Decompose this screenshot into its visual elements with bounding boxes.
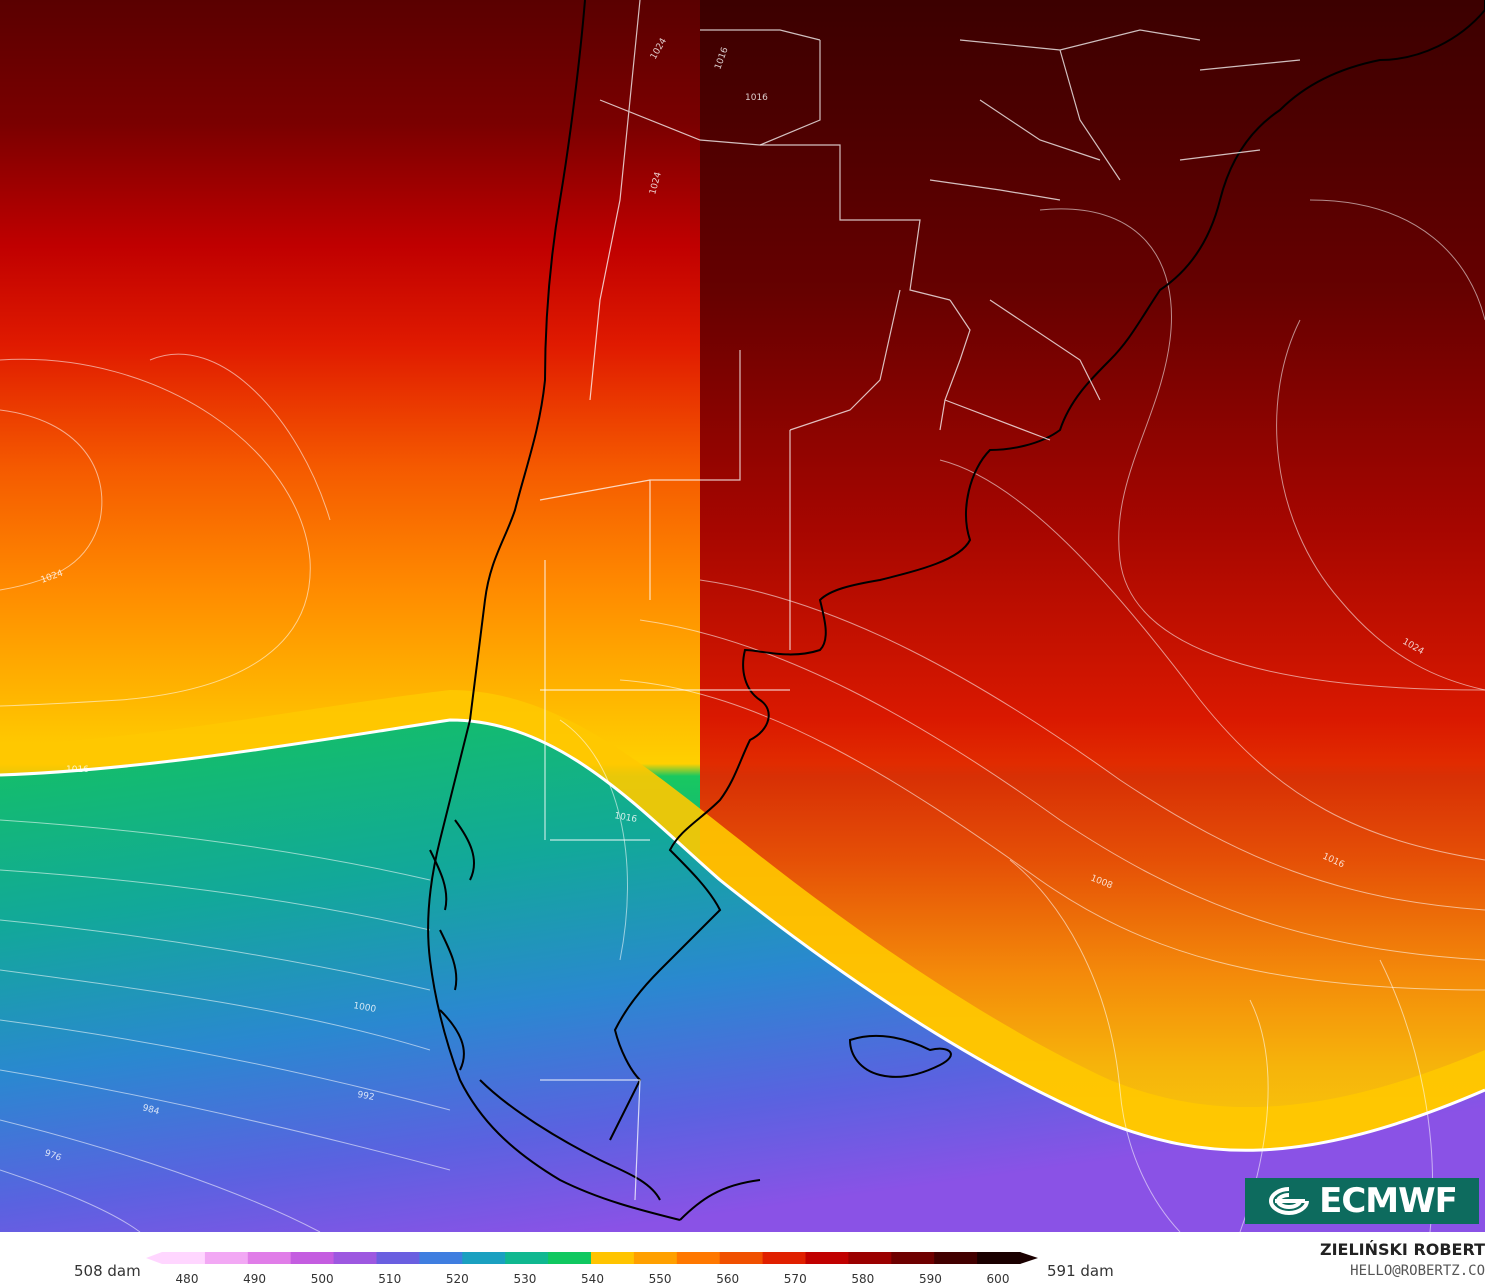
colorbar-segment	[676, 1252, 721, 1264]
colorbar-tick-label: 540	[581, 1272, 604, 1286]
contour-label: 1016	[66, 765, 89, 775]
colorbar-segment	[505, 1252, 549, 1264]
contour-label: 1016	[745, 93, 768, 103]
contour-label: 1016	[613, 811, 638, 825]
ecmwf-logo-icon	[1269, 1187, 1310, 1216]
colorbar-arrow-left	[146, 1252, 162, 1264]
colorbar-segment	[719, 1252, 764, 1264]
contour-label: 984	[141, 1103, 160, 1117]
colorbar-tick-label: 600	[987, 1272, 1010, 1286]
colorbar-segment	[633, 1252, 678, 1264]
contour-label: 992	[356, 1090, 375, 1103]
contour-label: 1000	[352, 1001, 377, 1015]
colorbar-tick-label: 500	[311, 1272, 334, 1286]
colorbar-segment	[290, 1252, 335, 1264]
colorbar-min-label: 508 dam	[74, 1262, 141, 1280]
author-name: ZIELIŃSKI ROBERT	[1319, 1240, 1485, 1259]
colorbar-tick-label: 520	[446, 1272, 469, 1286]
colorbar-tick-label: 560	[716, 1272, 739, 1286]
colorbar-tick-label: 480	[176, 1272, 199, 1286]
colorbar-segment	[977, 1252, 1021, 1264]
ecmwf-logo-text: ECMWF	[1319, 1181, 1458, 1221]
ecmwf-logo: ECMWF	[1245, 1178, 1479, 1224]
colorbar-segment	[162, 1252, 206, 1264]
colorbar-segment	[762, 1252, 806, 1264]
colorbar-segment	[462, 1252, 506, 1264]
colorbar-arrow-right	[1020, 1252, 1038, 1264]
colorbar-tick-label: 580	[851, 1272, 874, 1286]
colorbar-max-label: 591 dam	[1047, 1262, 1114, 1280]
colorbar-tick-label: 550	[649, 1272, 672, 1286]
colorbar-tick-label: 530	[513, 1272, 536, 1286]
geopotential-map: 1024 1016 1016 1024 1024 1016 1008 1016 …	[0, 0, 1485, 1232]
colorbar-segment	[848, 1252, 892, 1264]
colorbar-segment	[333, 1252, 377, 1264]
colorbar-tick-label: 590	[919, 1272, 942, 1286]
colorbar: 480 490 500 510 520 530 540 550 560 570 580 590 600	[146, 1252, 1038, 1286]
colorbar-tick-label: 570	[784, 1272, 807, 1286]
colorbar-segment	[204, 1252, 249, 1264]
colorbar-segment	[805, 1252, 849, 1264]
colorbar-segment	[376, 1252, 420, 1264]
author-email: HELLO@ROBERTZ.CO	[1350, 1263, 1485, 1279]
colorbar-segment	[548, 1252, 592, 1264]
colorbar-segment	[247, 1252, 292, 1264]
colorbar-segment	[591, 1252, 635, 1264]
colorbar-segment	[934, 1252, 978, 1264]
colorbar-segment	[891, 1252, 935, 1264]
colorbar-tick-label: 490	[243, 1272, 266, 1286]
colorbar-tick-label: 510	[378, 1272, 401, 1286]
colorbar-segment	[419, 1252, 463, 1264]
